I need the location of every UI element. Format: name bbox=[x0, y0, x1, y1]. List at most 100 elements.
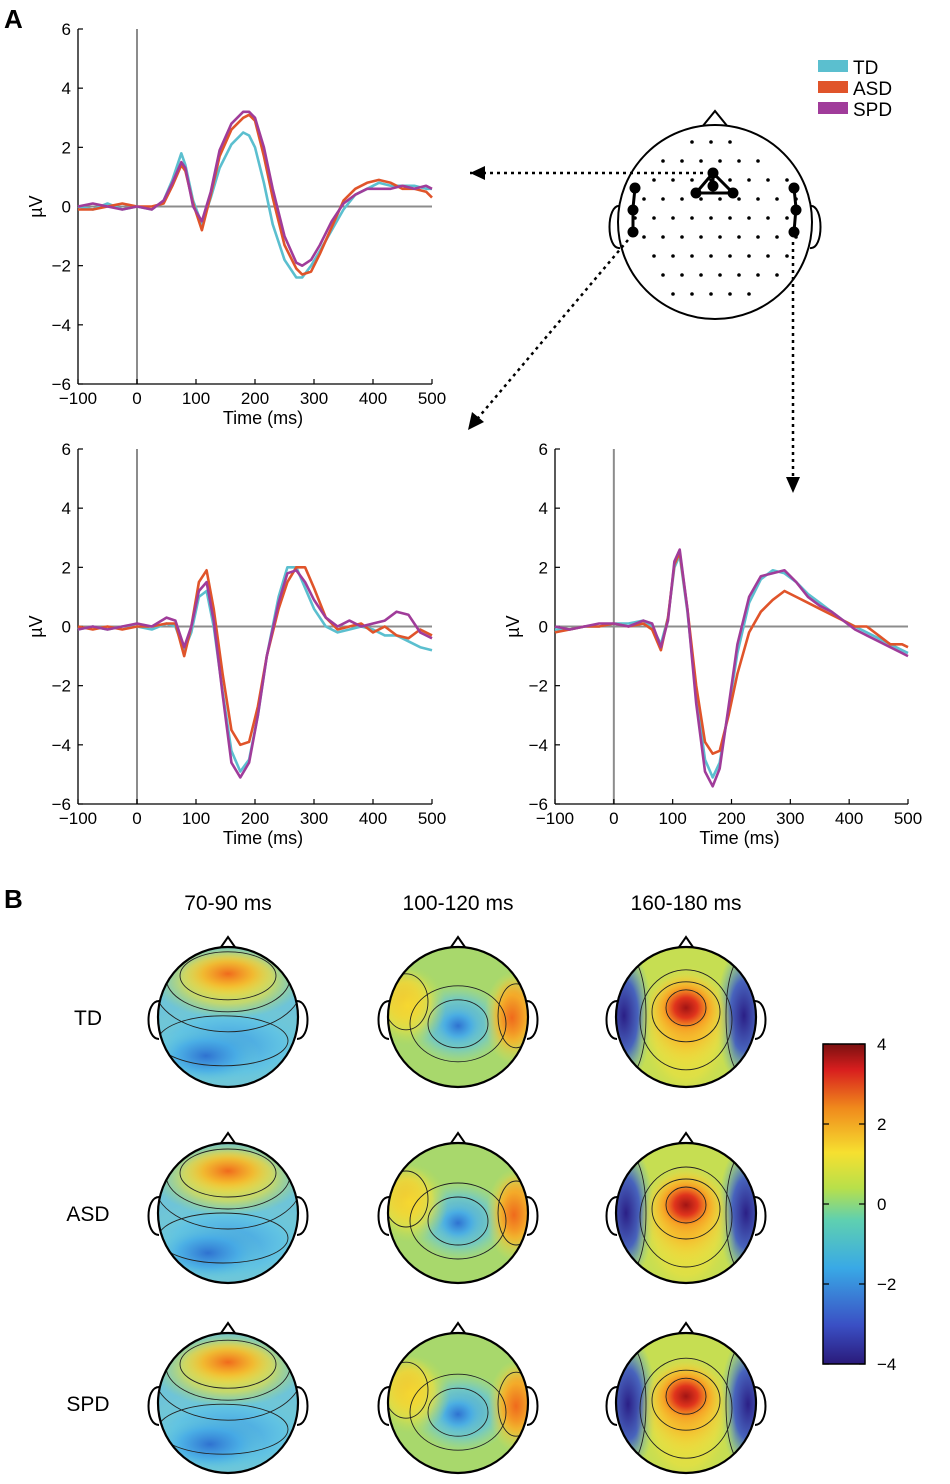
topo-map-asd-2 bbox=[377, 1131, 539, 1285]
head-outline bbox=[156, 1331, 300, 1475]
electrode-dot bbox=[718, 273, 722, 277]
electrode-dot bbox=[775, 273, 779, 277]
right-ear-icon bbox=[296, 1000, 309, 1040]
y-tick-label: 0 bbox=[539, 618, 548, 637]
arrow-head-top bbox=[470, 166, 485, 180]
left-ear-icon bbox=[605, 1000, 618, 1040]
topo-contour bbox=[665, 989, 707, 1027]
arrow-head-right bbox=[786, 477, 800, 493]
head-outline bbox=[617, 124, 813, 320]
topo-contour bbox=[639, 1357, 733, 1459]
topo-contour bbox=[409, 1373, 507, 1451]
y-tick-label: −4 bbox=[52, 316, 71, 335]
electrode-dot bbox=[671, 216, 675, 220]
electrode-dot bbox=[690, 140, 694, 144]
electrode-dot bbox=[718, 197, 722, 201]
electrode-dot bbox=[671, 292, 675, 296]
electrode-dot bbox=[747, 216, 751, 220]
topo-contour bbox=[497, 1371, 528, 1437]
electrode-dot bbox=[747, 178, 751, 182]
colorbar-tick-label: 4 bbox=[877, 1035, 886, 1054]
topo-contour bbox=[639, 1166, 733, 1268]
panel-label-b: B bbox=[4, 884, 23, 914]
colorbar-ticks: 4 2 0 −2 −4 bbox=[823, 1035, 896, 1374]
topo-fill bbox=[388, 1143, 528, 1283]
y-axis-label: µV bbox=[26, 195, 46, 217]
left-ear-icon bbox=[377, 1000, 390, 1040]
electrode-dots bbox=[633, 140, 798, 296]
head-outline bbox=[614, 1331, 758, 1475]
topo-blob bbox=[648, 973, 724, 1042]
electrode-dot bbox=[737, 197, 741, 201]
electrode-dot bbox=[728, 292, 732, 296]
electrode-dot bbox=[775, 197, 779, 201]
electrode-dot bbox=[756, 235, 760, 239]
electrode-dot bbox=[785, 178, 789, 182]
topo-fill bbox=[158, 1143, 298, 1283]
electrode-dot bbox=[642, 197, 646, 201]
series-line-asd bbox=[78, 113, 433, 276]
arrow-to-left-plot bbox=[477, 239, 629, 419]
topo-map-asd-3 bbox=[605, 1131, 767, 1285]
colorbar-tick-label: 0 bbox=[877, 1195, 886, 1214]
legend-label-td: TD bbox=[853, 58, 878, 79]
x-tick-label: 100 bbox=[182, 809, 210, 828]
y-tick-label: 6 bbox=[539, 440, 548, 459]
topo-contour bbox=[179, 1148, 277, 1198]
x-tick-label: 300 bbox=[776, 809, 804, 828]
right-ear-icon bbox=[754, 1386, 767, 1426]
electrode-dot bbox=[785, 254, 789, 258]
electrode-dot bbox=[785, 216, 789, 220]
y-tick-label: 2 bbox=[62, 558, 71, 577]
electrode-dot bbox=[728, 216, 732, 220]
electrode-dot bbox=[775, 235, 779, 239]
erp-left-temporal: −6 −4 −2 0 2 4 6 −100 0 100 200 300 400 500 Time (ms) µ… bbox=[26, 440, 446, 848]
series-line-td bbox=[555, 554, 909, 779]
topo-blob bbox=[158, 1027, 261, 1084]
electrode-dot bbox=[709, 216, 713, 220]
topo-contour bbox=[409, 1182, 507, 1260]
left-ear-icon bbox=[377, 1196, 390, 1236]
y-tick-label: 2 bbox=[62, 138, 71, 157]
head-outline bbox=[386, 1141, 530, 1285]
head-outline bbox=[386, 945, 530, 1089]
topo-blob bbox=[648, 1362, 724, 1431]
x-tick-label: −100 bbox=[59, 809, 97, 828]
electrode-dot bbox=[690, 292, 694, 296]
y-tick-label: 0 bbox=[62, 198, 71, 217]
topo-contour bbox=[497, 1180, 528, 1246]
topo-contour bbox=[179, 1339, 277, 1389]
topo-blob bbox=[486, 1169, 528, 1261]
y-tick-label: −2 bbox=[52, 257, 71, 276]
y-axis-label: µV bbox=[503, 615, 523, 637]
topo-contour bbox=[388, 1170, 429, 1228]
x-tick-label: 300 bbox=[300, 809, 328, 828]
topo-map-spd-1 bbox=[147, 1321, 309, 1475]
topo-fill bbox=[158, 947, 298, 1087]
series-line-asd bbox=[554, 551, 909, 756]
electrode-dot bbox=[756, 273, 760, 277]
y-tick-label: −4 bbox=[529, 736, 548, 755]
y-tick-label: −6 bbox=[529, 795, 548, 814]
y-tick-label: 4 bbox=[539, 499, 548, 518]
head-outline bbox=[156, 1141, 300, 1285]
topo-contour bbox=[158, 1333, 298, 1421]
x-tick-label: 500 bbox=[418, 809, 446, 828]
y-tick-label: 4 bbox=[62, 79, 71, 98]
electrode-dot bbox=[652, 216, 656, 220]
electrode-montage bbox=[468, 109, 822, 493]
topo-row-label: TD bbox=[74, 1007, 102, 1030]
electrode-dot bbox=[728, 254, 732, 258]
y-tick-label: −6 bbox=[52, 375, 71, 394]
topo-blob bbox=[178, 949, 278, 998]
topo-fill bbox=[158, 1333, 298, 1473]
x-tick-label: 200 bbox=[717, 809, 745, 828]
topo-contour bbox=[158, 1212, 289, 1264]
electrode-dot bbox=[747, 254, 751, 258]
topo-contour bbox=[179, 951, 277, 1001]
electrode-dot bbox=[766, 178, 770, 182]
electrode-dot bbox=[699, 273, 703, 277]
left-ear-icon bbox=[605, 1196, 618, 1236]
panel-label-a: A bbox=[4, 4, 23, 34]
